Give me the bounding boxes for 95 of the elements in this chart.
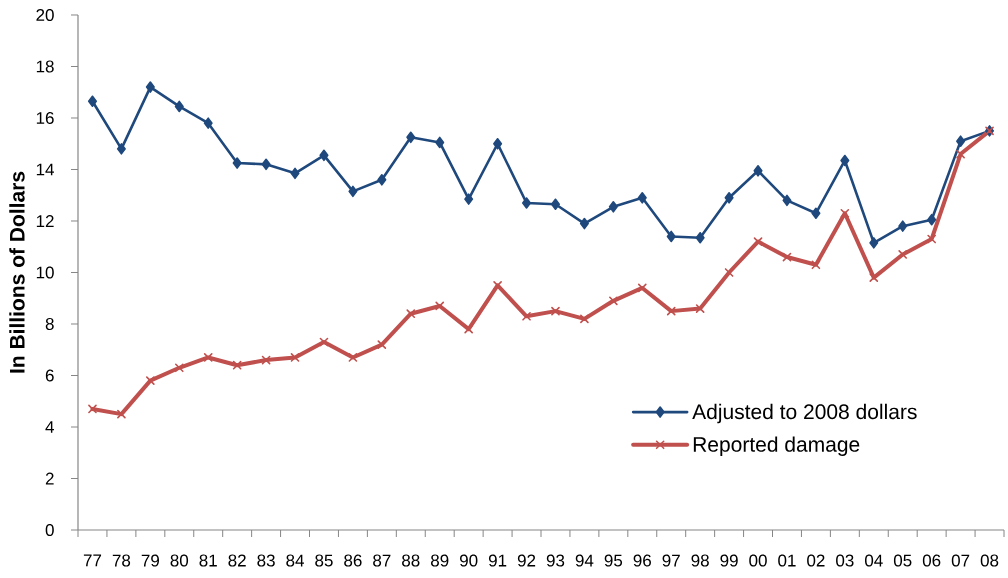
legend-label: Adjusted to 2008 dollars (692, 403, 917, 424)
x-tick-label: 77 (83, 554, 102, 567)
x-tick-label: 78 (112, 554, 131, 567)
point (695, 231, 705, 244)
point (493, 137, 503, 150)
x-tick-label: 94 (575, 554, 594, 567)
x-tick-label: 79 (141, 554, 159, 567)
x-tick-label: 84 (286, 554, 304, 567)
point (608, 201, 618, 213)
x-tick-label: 80 (170, 554, 189, 567)
point (840, 154, 850, 167)
x-tick-label: 00 (749, 554, 767, 567)
point (116, 143, 126, 155)
point (579, 217, 589, 230)
point (811, 207, 821, 220)
x-tick-label: 05 (893, 554, 912, 567)
y-tick-label: 12 (36, 215, 54, 227)
point (840, 208, 850, 218)
point (464, 193, 474, 205)
point (319, 149, 329, 162)
point (435, 136, 445, 149)
point (550, 198, 561, 211)
point (88, 404, 97, 414)
point (927, 213, 937, 226)
point (521, 197, 532, 209)
point (637, 283, 647, 293)
point (261, 158, 271, 171)
point (811, 260, 821, 270)
x-tick-label: 82 (228, 554, 246, 567)
x-tick-label: 07 (951, 554, 970, 567)
x-tick-label: 83 (257, 554, 275, 567)
point (232, 360, 242, 370)
x-tick-label: 99 (720, 554, 738, 567)
point (290, 167, 300, 180)
point (348, 353, 358, 362)
x-tick-label: 89 (431, 554, 449, 567)
x-tick-label: 97 (662, 554, 680, 567)
y-tick-label: 16 (36, 111, 54, 125)
point (898, 220, 908, 232)
point (232, 157, 242, 169)
x-tick-label: 93 (546, 554, 565, 567)
point (174, 363, 184, 373)
x-tick-label: 87 (373, 554, 391, 567)
point (753, 164, 763, 177)
y-tick-label: 2 (45, 472, 54, 485)
y-tick-label: 20 (36, 8, 54, 22)
x-tick-label: 96 (633, 554, 651, 567)
point (666, 306, 676, 316)
x-tick-label: 85 (315, 554, 333, 567)
point (869, 237, 879, 249)
point (174, 100, 184, 113)
point (203, 353, 213, 362)
point (666, 230, 676, 243)
x-tick-label: 06 (922, 554, 941, 567)
x-tick-label: 95 (604, 554, 623, 567)
point (551, 306, 560, 316)
point (724, 192, 734, 204)
x-tick-label: 04 (865, 554, 883, 567)
x-tick-label: 92 (517, 554, 536, 567)
point (145, 81, 155, 93)
x-tick-label: 86 (344, 554, 362, 567)
legend-label: Reported damage (693, 436, 860, 456)
point (956, 135, 966, 147)
point (117, 409, 126, 419)
x-tick-label: 91 (488, 554, 507, 567)
x-tick-label: 88 (402, 554, 420, 567)
y-tick-label: 8 (45, 317, 54, 331)
x-tick-label: 01 (778, 554, 796, 567)
y-tick-label: 6 (45, 369, 54, 382)
point (782, 194, 792, 207)
point (435, 301, 445, 311)
x-tick-label: 03 (836, 554, 854, 567)
point (609, 296, 618, 306)
point (261, 355, 271, 365)
x-tick-label: 98 (691, 554, 709, 567)
x-tick-label: 90 (460, 554, 478, 567)
point (580, 314, 589, 324)
x-tick-label: 81 (199, 554, 217, 567)
y-tick-label: 18 (36, 60, 54, 73)
point (695, 304, 705, 313)
point (348, 185, 358, 198)
y-tick-label: 10 (36, 266, 54, 279)
point (637, 192, 647, 204)
point (87, 95, 98, 108)
y-tick-label: 4 (45, 421, 54, 433)
y-tick-label: 14 (36, 163, 54, 176)
point (406, 131, 416, 144)
x-tick-label: 02 (807, 554, 825, 567)
y-tick-label: 0 (45, 523, 54, 537)
point (290, 353, 300, 362)
point (203, 117, 213, 129)
point (377, 174, 387, 186)
point (927, 234, 936, 244)
y-axis-title: In Billions of Dollars (9, 171, 25, 373)
x-tick-label: 08 (980, 554, 999, 567)
